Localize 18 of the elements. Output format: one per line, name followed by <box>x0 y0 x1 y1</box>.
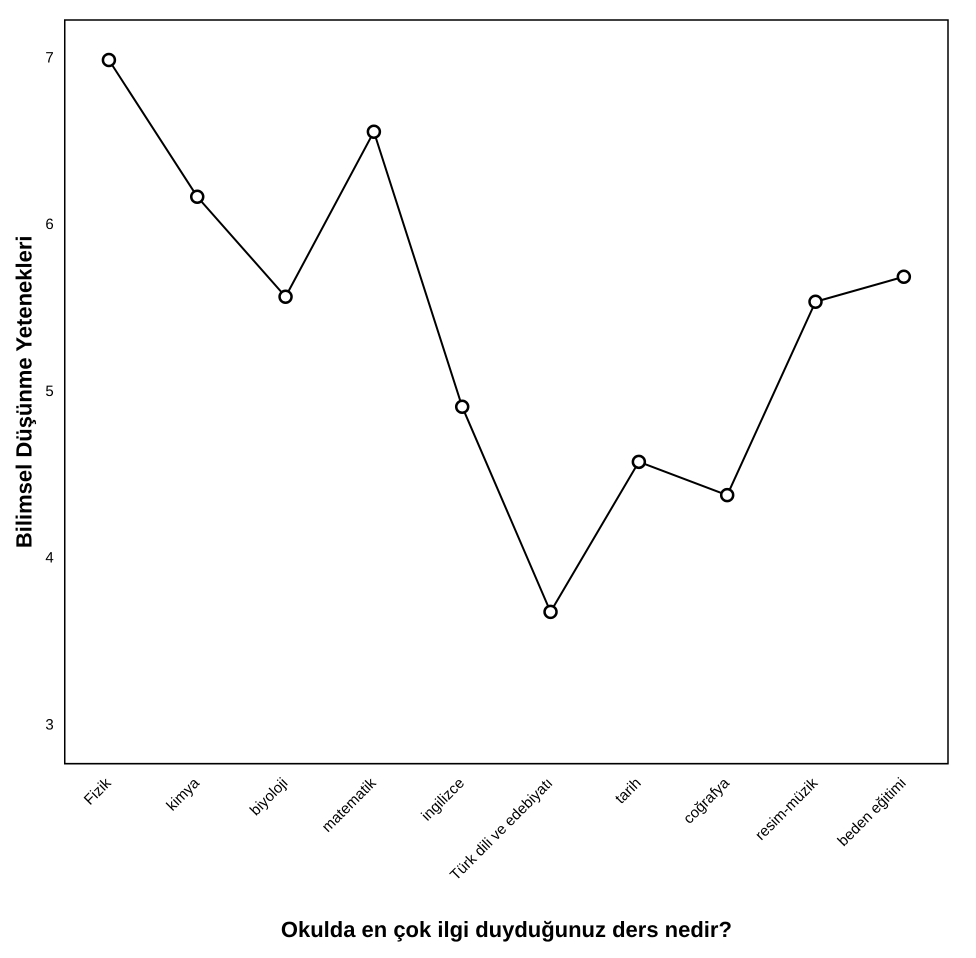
x-axis-title: Okulda en çok ilgi duyduğunuz ders nedir? <box>280 916 732 942</box>
y-tick-label: 5 <box>45 382 54 400</box>
x-tick-label: tarih <box>612 774 645 808</box>
point <box>454 400 470 414</box>
point <box>808 294 823 310</box>
y-tick-label: 6 <box>45 216 54 234</box>
point <box>632 454 646 470</box>
point <box>543 604 558 620</box>
point <box>366 124 382 139</box>
y-tick-label: 4 <box>45 550 54 567</box>
y-axis-title: Bilimsel Düşünme Yetenekleri <box>11 235 36 548</box>
y-tick-label: 7 <box>45 49 54 66</box>
point <box>896 270 912 284</box>
point <box>720 488 734 502</box>
y-tick-label: 3 <box>45 716 54 734</box>
point <box>278 290 293 304</box>
point <box>190 189 204 204</box>
point <box>102 52 116 68</box>
